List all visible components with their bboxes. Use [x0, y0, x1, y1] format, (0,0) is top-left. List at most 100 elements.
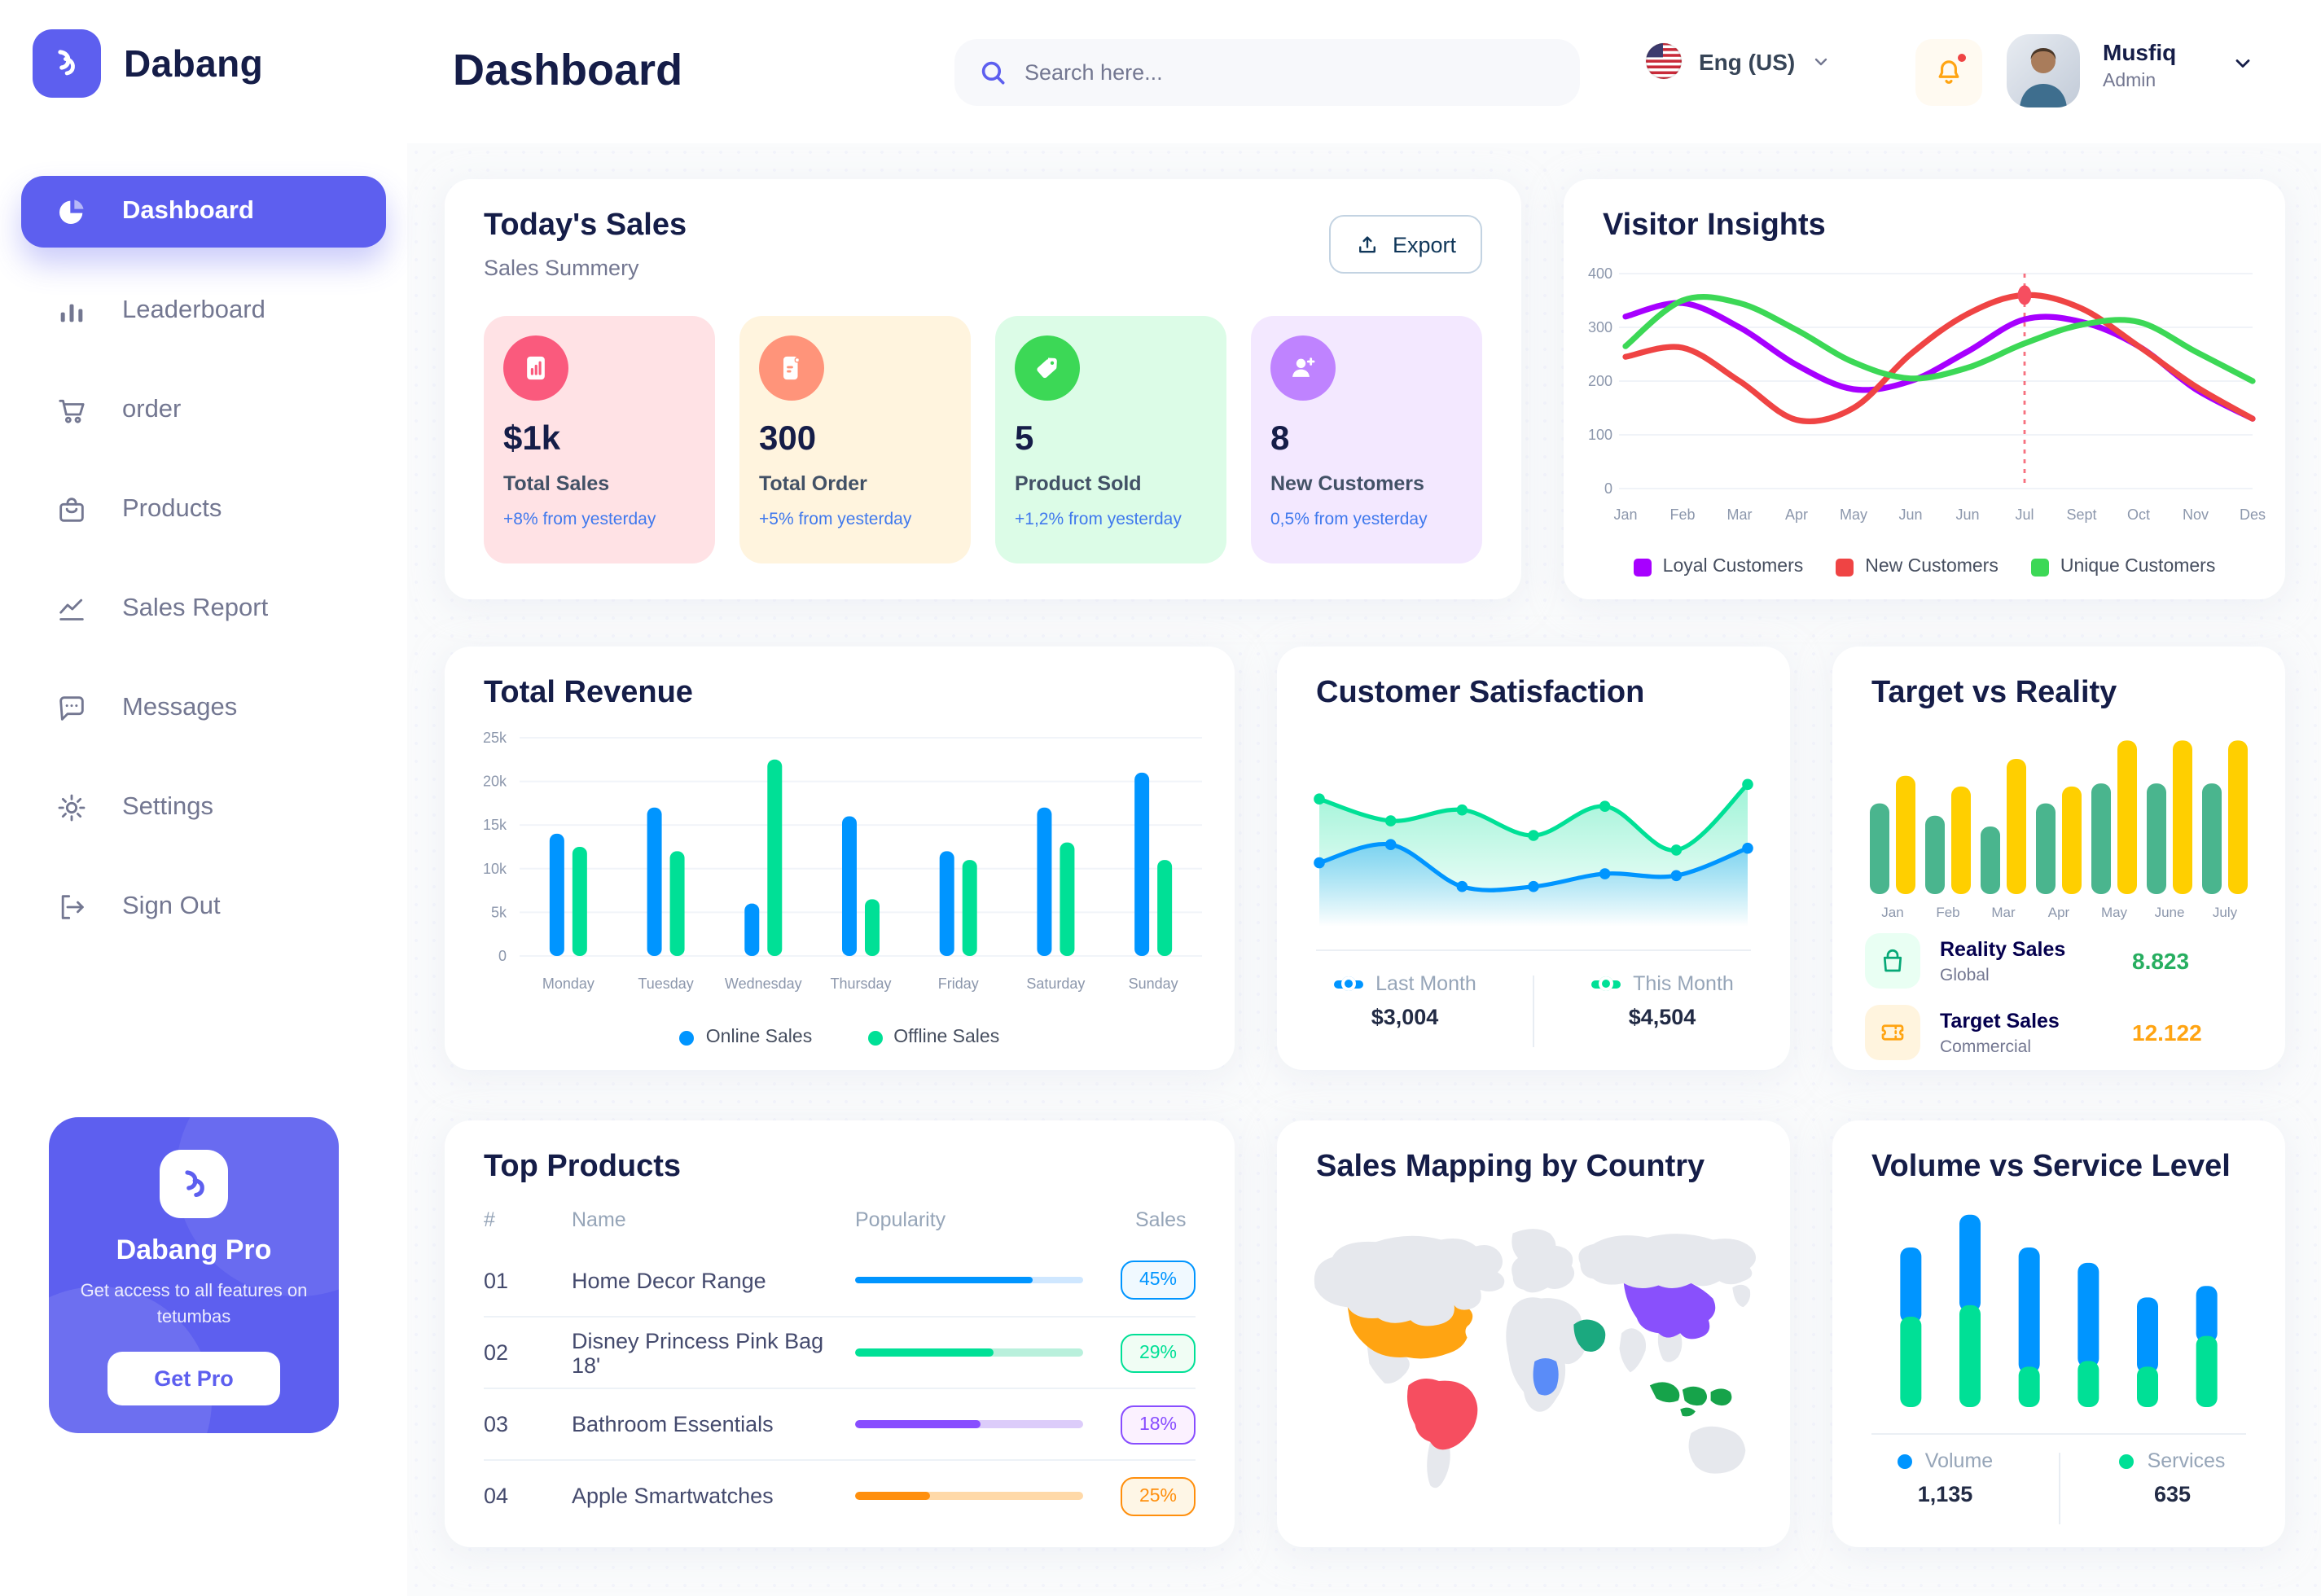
svg-text:Monday: Monday — [542, 976, 595, 992]
sidebar-item-sales-report[interactable]: Sales Report — [21, 573, 386, 645]
sidebar-item-label: Messages — [122, 694, 238, 721]
sidebar-item-label: Sales Report — [122, 594, 269, 622]
export-label: Export — [1392, 232, 1457, 256]
sidebar-item-leaderboard[interactable]: Leaderboard — [21, 275, 386, 347]
card-title: Sales Mapping by Country — [1316, 1150, 1705, 1184]
legend-swatch — [2119, 1454, 2135, 1468]
sales-map-card: Sales Mapping by Country — [1277, 1120, 1790, 1547]
stat-value: $1k — [503, 420, 561, 458]
svg-text:300: 300 — [1588, 319, 1612, 335]
brand[interactable]: Dabang — [33, 29, 263, 98]
briefcase-icon — [54, 492, 90, 528]
export-button[interactable]: Export — [1329, 215, 1482, 274]
divider — [2058, 1453, 2060, 1524]
file-lines-icon — [759, 335, 824, 401]
product-rank: 02 — [484, 1340, 509, 1365]
card-title: Top Products — [484, 1150, 682, 1184]
svg-text:May: May — [1840, 506, 1867, 523]
svg-text:0: 0 — [498, 948, 507, 964]
svg-text:Sunday: Sunday — [1129, 976, 1178, 992]
sidebar-item-order[interactable]: order — [21, 375, 386, 446]
line-chart-icon — [54, 591, 90, 627]
pie-chart-icon — [54, 194, 90, 230]
stat-value: 300 — [759, 420, 817, 458]
chevron-down-icon — [1811, 51, 1831, 71]
popularity-bar — [855, 1420, 1083, 1428]
map-congo — [1533, 1357, 1559, 1396]
sidebar-item-products[interactable]: Products — [21, 474, 386, 546]
card-title: Total Revenue — [484, 676, 693, 710]
map-saudi-arabia — [1573, 1319, 1606, 1352]
map-africa — [1506, 1297, 1586, 1412]
svg-text:5k: 5k — [491, 904, 507, 920]
popularity-bar — [855, 1492, 1083, 1500]
legend-value: 8.823 — [2132, 948, 2190, 974]
legend-sublabel: Global — [1940, 965, 1990, 984]
stat-delta: 0,5% from yesterday — [1270, 510, 1428, 529]
svg-text:Friday: Friday — [938, 976, 979, 992]
product-name: Bathroom Essentials — [572, 1412, 774, 1436]
map-usa — [1347, 1304, 1473, 1359]
shopping-cart-icon — [54, 392, 90, 428]
stat-label: New Customers — [1270, 472, 1424, 495]
stat-value: 8 — [1270, 420, 1290, 458]
chart-legend: Online Sales Offline Sales — [445, 1028, 1235, 1047]
svg-text:100: 100 — [1588, 427, 1612, 443]
sidebar-item-dashboard[interactable]: Dashboard — [21, 176, 386, 248]
main-content: Today's Sales Sales Summery Export $1k T… — [407, 143, 2321, 1596]
avatar[interactable] — [2007, 34, 2080, 107]
language-selector[interactable]: Eng (US) — [1645, 42, 1831, 80]
todays-sales-card: Today's Sales Sales Summery Export $1k T… — [445, 179, 1521, 599]
legend-swatch — [1590, 980, 1621, 988]
topbar: Dashboard Eng (US) Musfiq — [407, 0, 2321, 143]
map-brazil — [1406, 1379, 1478, 1450]
sidebar-item-label: Dashboard — [122, 197, 254, 225]
svg-text:Jun: Jun — [1955, 506, 1979, 523]
svg-text:0: 0 — [1604, 480, 1612, 497]
top-products-card: Top Products # Name Popularity Sales 01 H… — [445, 1120, 1235, 1547]
legend-item: Unique Customers — [2030, 557, 2215, 577]
popularity-bar — [855, 1276, 1083, 1284]
legend-label: Online Sales — [705, 1028, 813, 1047]
svg-text:Jul: Jul — [2015, 506, 2034, 523]
chevron-down-icon[interactable] — [2231, 52, 2254, 83]
svg-text:Sept: Sept — [2066, 506, 2096, 523]
sales-summary-cards: $1k Total Sales +8% from yesterday 300 T… — [484, 316, 1482, 563]
volume-vs-service-card: Volume vs Service Level Volume 1,135 Ser… — [1832, 1120, 2285, 1547]
divider — [1533, 976, 1534, 1047]
stat-card-product-sold: 5 Product Sold +1,2% from yesterday — [995, 316, 1226, 563]
stat-delta: +5% from yesterday — [759, 510, 912, 529]
shopping-bag-icon — [1865, 933, 1920, 989]
map-mexico — [1367, 1346, 1410, 1384]
legend-label: New Customers — [1865, 557, 1999, 577]
get-pro-button[interactable]: Get Pro — [107, 1351, 280, 1405]
sales-badge: 25% — [1121, 1476, 1196, 1515]
sidebar-item-label: Leaderboard — [122, 296, 265, 324]
svg-text:June: June — [2155, 905, 2185, 920]
column-header: Sales — [1135, 1208, 1187, 1231]
sidebar-item-messages[interactable]: Messages — [21, 673, 386, 744]
legend-label: Services — [2147, 1449, 2226, 1472]
sidebar-item-settings[interactable]: Settings — [21, 772, 386, 844]
svg-text:Oct: Oct — [2127, 506, 2150, 523]
card-title: Target vs Reality — [1871, 676, 2117, 710]
chart-legend: Loyal Customers New Customers Unique Cus… — [1564, 557, 2285, 577]
legend-label: Offline Sales — [893, 1028, 1000, 1047]
legend-label: Loyal Customers — [1662, 557, 1804, 577]
search-input[interactable] — [1024, 60, 1513, 85]
svg-text:Saturday: Saturday — [1026, 976, 1085, 992]
product-rank: 04 — [484, 1484, 509, 1508]
svg-text:Nov: Nov — [2183, 506, 2209, 523]
sidebar-item-sign-out[interactable]: Sign Out — [21, 871, 386, 943]
customer-satisfaction-card: Customer Satisfaction Last Month $3,004 … — [1277, 647, 1790, 1070]
map-australia — [1688, 1426, 1746, 1474]
svg-text:Jun: Jun — [1898, 506, 1922, 523]
map-europe — [1512, 1245, 1575, 1293]
card-title: Customer Satisfaction — [1316, 676, 1645, 710]
user-menu[interactable]: Musfiq Admin — [2103, 39, 2176, 91]
sidebar-item-label: order — [122, 396, 182, 423]
table-row: 04 Apple Smartwatches 25% — [484, 1459, 1196, 1531]
legend-label: Last Month — [1375, 972, 1476, 995]
notifications-button[interactable] — [1915, 39, 1982, 106]
user-name: Musfiq — [2103, 39, 2177, 65]
